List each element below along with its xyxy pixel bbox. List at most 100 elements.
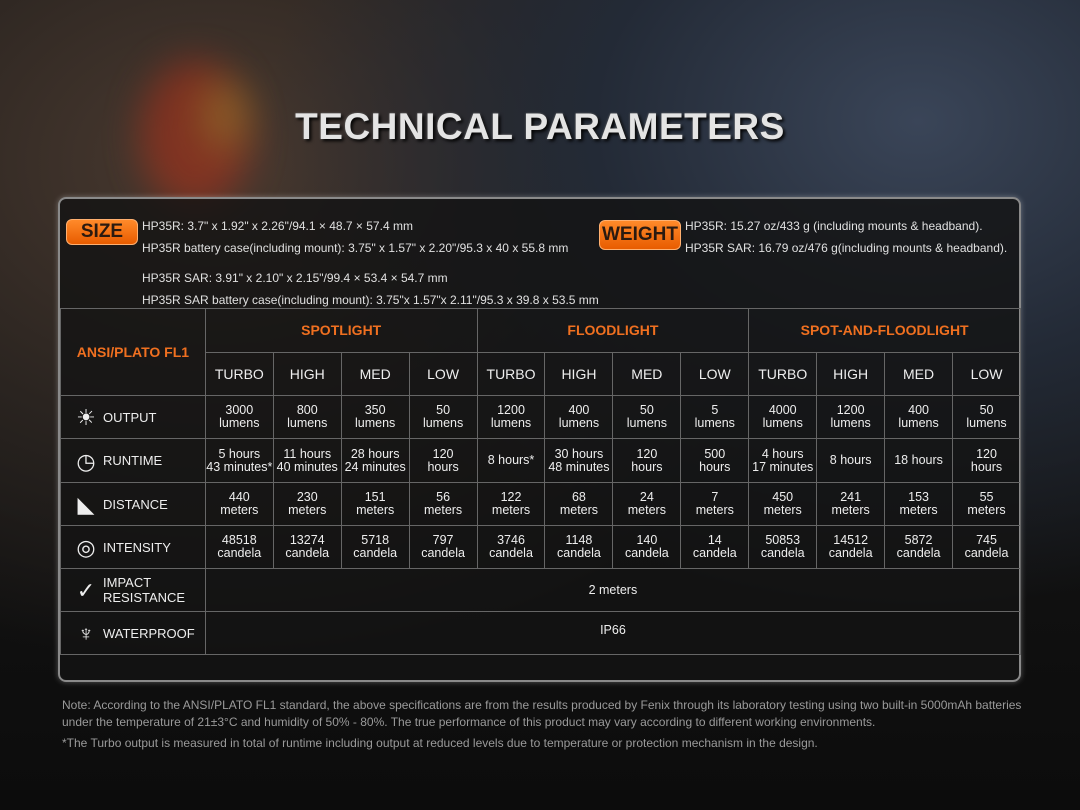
table-cell: 14512 candela [816, 525, 886, 569]
row-label: ◣ DISTANCE [60, 482, 206, 526]
cell-unit: hours [699, 459, 731, 474]
cell-unit: lumens [219, 416, 260, 430]
cell-value: 400 [908, 403, 929, 417]
cell-unit: hours [427, 459, 459, 474]
table-cell: 5 lumens [680, 395, 750, 439]
mode-header: TURBO [748, 352, 818, 396]
table-cell: 8 hours* [476, 438, 546, 483]
table-cell: 450 meters [748, 482, 818, 526]
cell-unit: candela [896, 546, 941, 560]
table-cell: 797 candela [408, 525, 478, 569]
cell-unit: lumens [422, 416, 464, 430]
cell-value: 230 [296, 490, 318, 504]
cell-unit: 17 minutes [752, 459, 814, 474]
mode-header: LOW [408, 352, 478, 396]
table-cell: 50 lumens [612, 395, 682, 439]
cell-value: 50 [979, 403, 994, 417]
cell-value: 450 [772, 490, 794, 504]
cell-value: 30 hours [554, 446, 604, 461]
row-label: ☀ OUTPUT [60, 395, 206, 439]
cell-value: 48518 [221, 533, 257, 547]
cell-value: 3746 [497, 533, 525, 547]
cell-value: 24 [639, 490, 654, 504]
cell-value: 13274 [289, 533, 325, 547]
table-cell: 11 hours 40 minutes [272, 438, 342, 483]
waterproof-value: IP66 [204, 611, 1022, 655]
group-floodlight: FLOODLIGHT [476, 308, 750, 353]
cell-value: 18 hours [894, 453, 943, 467]
table-cell: 1148 candela [544, 525, 614, 569]
mode-header: HIGH [272, 352, 342, 396]
size-line: HP35R SAR battery case(including mount):… [142, 293, 599, 307]
waterproof-label: WATERPROOF [103, 626, 195, 642]
cell-value: 50853 [765, 533, 801, 547]
cell-value: 5872 [904, 533, 933, 547]
cell-unit: candela [217, 546, 262, 560]
size-line: HP35R battery case(including mount): 3.7… [142, 241, 569, 255]
mode-header: TURBO [204, 352, 274, 396]
table-cell: 48518 candela [204, 525, 274, 569]
cell-unit: lumens [490, 416, 532, 430]
cell-unit: meters [559, 503, 599, 517]
table-cell: 50 lumens [952, 395, 1021, 439]
cell-unit: candela [760, 546, 805, 560]
cell-value: 8 hours [829, 453, 872, 467]
cell-value: 350 [364, 403, 386, 417]
cell-unit: 40 minutes [276, 459, 338, 474]
target-icon: ◎ [76, 535, 96, 561]
note-1: Note: According to the ANSI/PLATO FL1 st… [62, 698, 1022, 729]
cell-unit: meters [831, 503, 870, 517]
table-cell: 120 hours [612, 438, 682, 483]
cell-unit: lumens [558, 416, 600, 430]
cell-value: 120 [432, 446, 454, 461]
cell-value: 5718 [361, 533, 390, 547]
cell-value: 11 hours [283, 446, 332, 461]
cell-unit: candela [828, 546, 873, 560]
cell-unit: hours [970, 459, 1003, 474]
table-cell: 122 meters [476, 482, 546, 526]
table-cell: 3746 candela [476, 525, 546, 569]
table-cell: 13274 candela [272, 525, 342, 569]
mode-header: TURBO [476, 352, 546, 396]
table-cell: 4 hours 17 minutes [748, 438, 818, 483]
row-label-text: RUNTIME [103, 453, 163, 469]
cell-value: 7 [711, 490, 719, 504]
cell-unit: lumens [762, 416, 803, 430]
cell-unit: candela [421, 546, 465, 560]
weight-line: HP35R: 15.27 oz/433 g (including mounts … [685, 219, 983, 233]
cell-unit: lumens [287, 416, 328, 430]
cell-value: 120 [976, 446, 997, 461]
table-cell: 400 lumens [544, 395, 614, 439]
table-cell: 14 candela [680, 525, 750, 569]
table-row-impact: ✓ IMPACT RESISTANCE 2 meters [60, 568, 1022, 612]
table-cell: 745 candela [952, 525, 1021, 569]
impact-label: IMPACT [103, 575, 152, 590]
cell-value: 1200 [836, 403, 865, 417]
cell-unit: meters [967, 503, 1006, 517]
spec-panel: SIZE HP35R: 3.7" x 1.92" x 2.26"/94.1 × … [58, 197, 1022, 682]
mode-header: LOW [680, 352, 750, 396]
impact-label: RESISTANCE [103, 590, 186, 605]
table-cell: 120 hours [408, 438, 478, 483]
weight-badge: WEIGHT [599, 220, 681, 250]
table-cell: 8 hours [816, 438, 886, 483]
cell-unit: lumens [830, 416, 871, 430]
table-cell: 500 hours [680, 438, 750, 483]
row-label-text: INTENSITY [103, 540, 171, 556]
mode-header: MED [340, 352, 410, 396]
table-cell: 7 meters [680, 482, 750, 526]
cell-value: 56 [436, 490, 451, 504]
cell-value: 797 [432, 533, 454, 547]
mode-header: LOW [952, 352, 1021, 396]
cell-value: 400 [568, 403, 590, 417]
table-cell: 440 meters [204, 482, 274, 526]
cell-unit: lumens [355, 416, 396, 430]
impact-value: 2 meters [204, 568, 1022, 612]
table-cell: 5718 candela [340, 525, 410, 569]
table-cell: 5 hours 43 minutes* [204, 438, 274, 483]
table-cell: 140 candela [612, 525, 682, 569]
background-figure-vest [200, 80, 250, 150]
cell-value: 55 [979, 490, 994, 504]
cell-unit: candela [489, 546, 533, 560]
group-spotlight: SPOTLIGHT [204, 308, 478, 353]
